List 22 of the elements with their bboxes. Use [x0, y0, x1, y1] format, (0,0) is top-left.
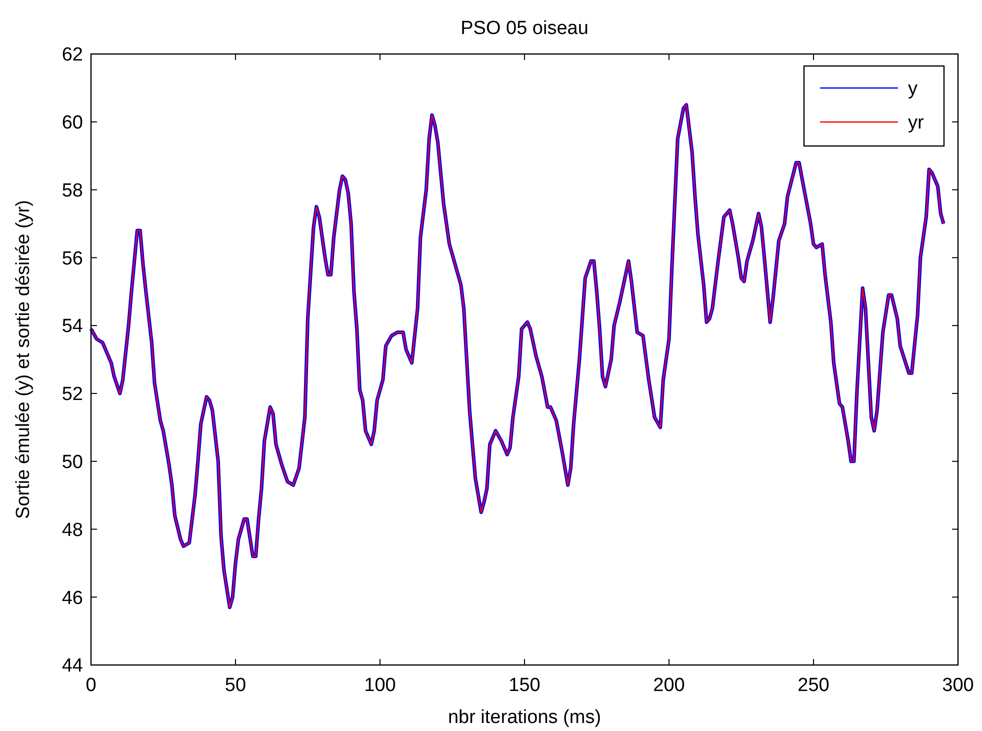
y-tick-label: 56: [62, 248, 83, 270]
y-tick-label: 48: [62, 520, 83, 541]
y-tick-label: 44: [62, 656, 84, 677]
y-tick-label: 60: [62, 112, 83, 134]
y-axis-title: Sortie émulée (y) et sortie désirée (yr): [13, 200, 34, 519]
legend-label: y: [908, 78, 918, 100]
y-tick-label: 46: [62, 588, 83, 609]
x-tick-label: 100: [364, 675, 396, 696]
x-tick-label: 250: [798, 675, 830, 696]
x-tick-label: 150: [508, 675, 540, 696]
y-tick-label: 62: [62, 44, 83, 66]
y-tick-label: 58: [62, 180, 83, 202]
x-tick-label: 0: [86, 675, 96, 696]
x-tick-label: 50: [224, 675, 246, 696]
y-tick-label: 54: [62, 316, 84, 338]
x-tick-label: 200: [653, 675, 685, 696]
y-tick-label: 50: [62, 452, 83, 473]
chart-title: PSO 05 oiseau: [460, 18, 588, 39]
x-axis-title: nbr iterations (ms): [448, 707, 602, 728]
y-tick-label: 52: [62, 384, 83, 406]
legend-label: yr: [908, 112, 924, 134]
x-tick-label: 300: [942, 675, 974, 696]
